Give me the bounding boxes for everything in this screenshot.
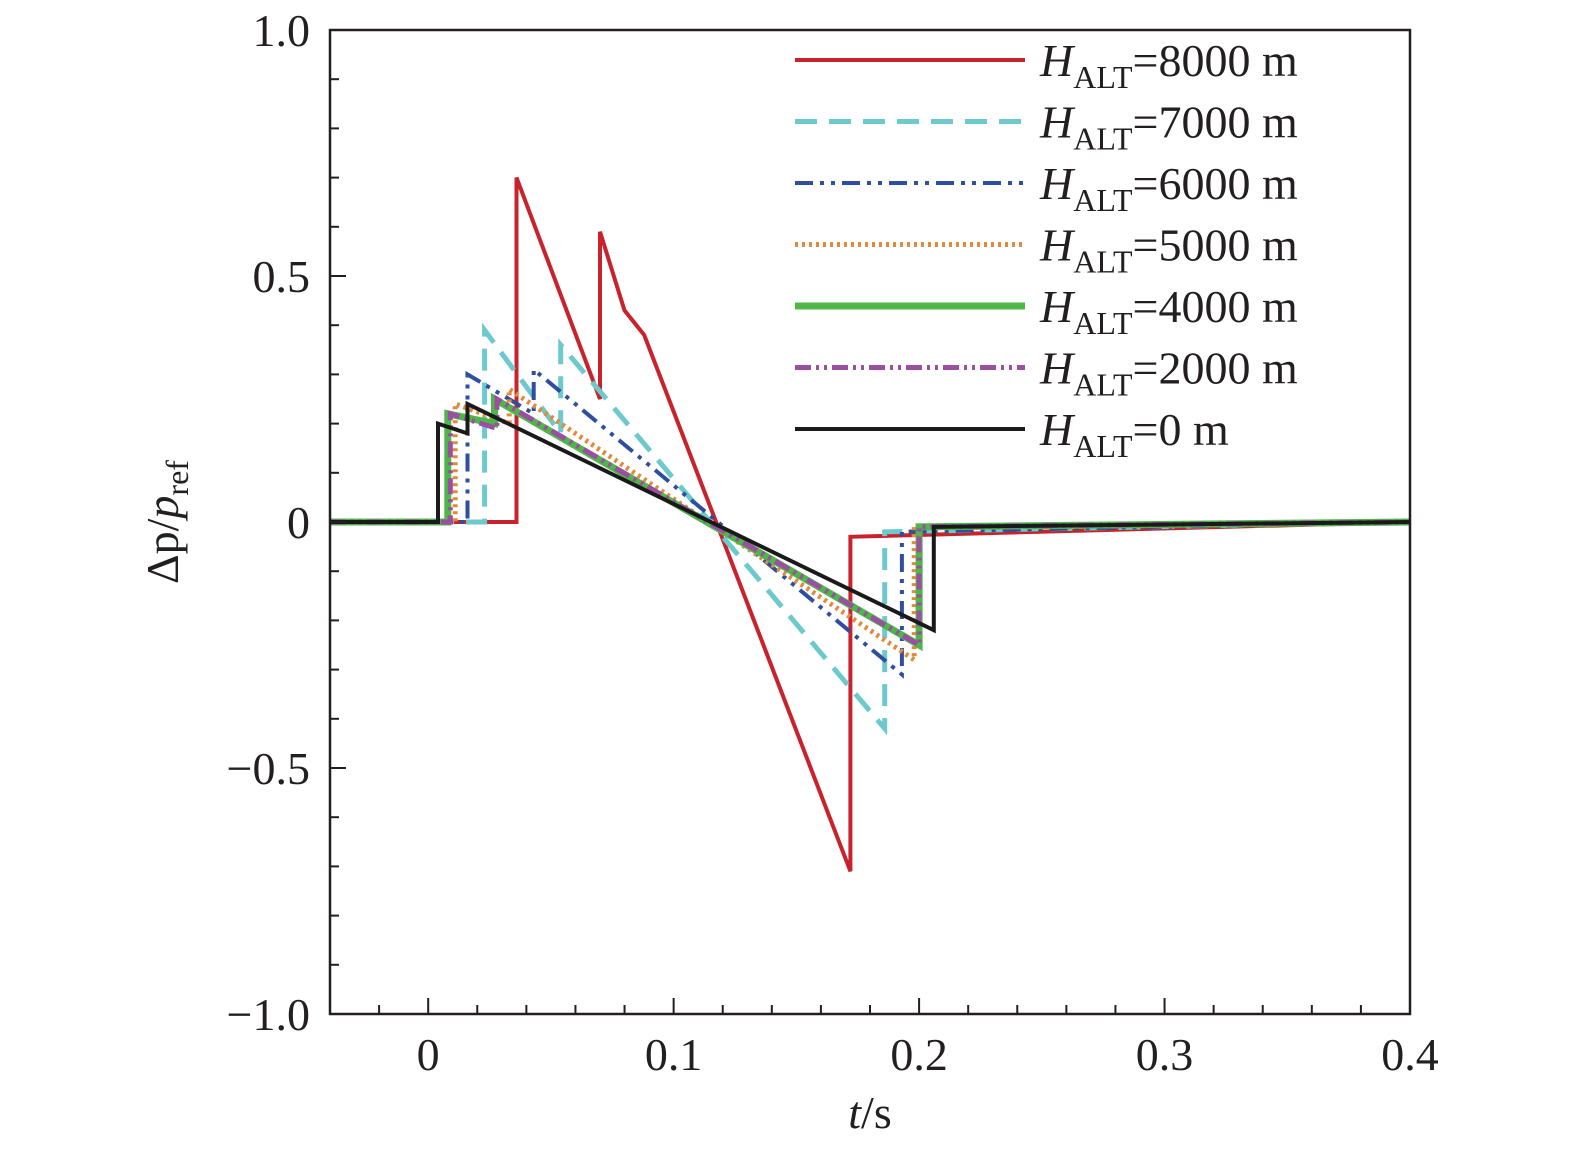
y-tick-label: 1.0: [253, 5, 311, 56]
y-tick-label: 0: [287, 497, 310, 548]
series-line-6: [330, 400, 1411, 634]
tick-labels: 0 0.1 0.2 0.3 0.4 −1.0 −0.5 0 0.5 1.0: [227, 5, 1439, 1080]
y-axis-title: Δp/pref: [137, 460, 195, 584]
legend-label-2: HALT=6000 m: [1039, 158, 1298, 218]
x-tick-label: 0.3: [1136, 1029, 1194, 1080]
legend-label-0: HALT=8000 m: [1039, 35, 1298, 95]
legend-label-4: HALT=4000 m: [1039, 281, 1298, 341]
series-line-1: [330, 322, 1411, 736]
x-tick-label: 0.2: [890, 1029, 948, 1080]
ticks-layer: [329, 29, 1411, 1015]
x-tick-label: 0.1: [645, 1029, 703, 1080]
series-line-0: [330, 176, 1411, 873]
y-tick-label: −1.0: [227, 989, 310, 1040]
x-axis-title: t/s: [848, 1087, 891, 1138]
legend-label-3: HALT=5000 m: [1039, 220, 1298, 280]
legend-label-6: HALT=0 m: [1039, 404, 1229, 464]
x-tick-label: 0.4: [1381, 1029, 1439, 1080]
series-line-2: [330, 365, 1411, 679]
x-tick-label: 0: [417, 1029, 440, 1080]
legend-label-5: HALT=2000 m: [1039, 343, 1298, 403]
y-tick-label: −0.5: [227, 743, 310, 794]
legend-label-1: HALT=7000 m: [1039, 97, 1298, 157]
y-tick-label: 0.5: [253, 251, 311, 302]
series-layer: [330, 176, 1411, 873]
series-line-5: [330, 394, 1411, 650]
